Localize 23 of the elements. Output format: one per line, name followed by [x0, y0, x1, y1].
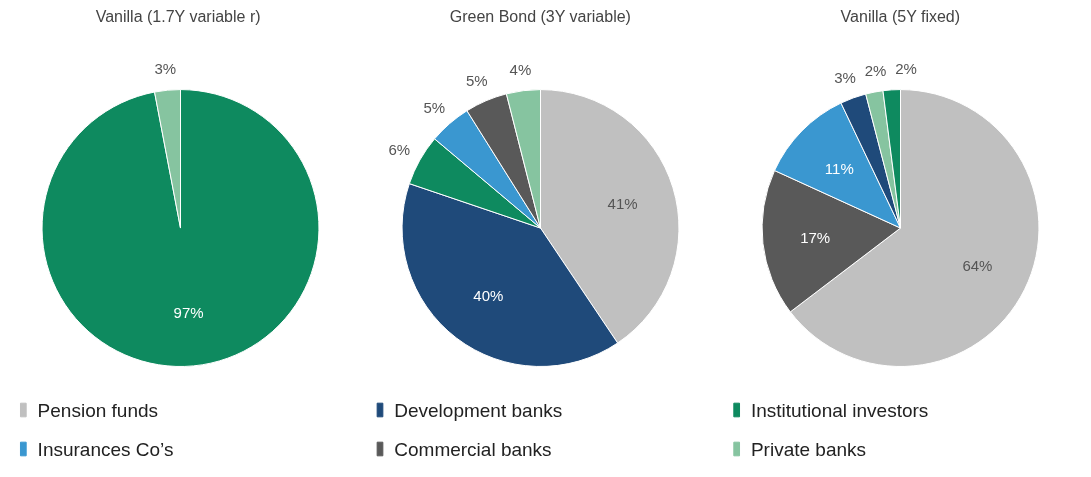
chart-title: Vanilla (5Y fixed): [840, 7, 961, 25]
data-label: 5%: [423, 98, 446, 116]
data-label: 3%: [834, 69, 856, 86]
data-label: 4%: [509, 60, 532, 78]
legend-label: Insurances Co’s: [37, 438, 174, 460]
data-label: 40%: [473, 286, 504, 304]
data-label: 41%: [607, 194, 638, 212]
chart-title: Vanilla (1.7Y variable r): [95, 7, 261, 25]
data-label: 3%: [154, 60, 177, 78]
legend-label: Private banks: [750, 438, 867, 460]
legend-label: Institutional investors: [750, 399, 929, 421]
legend-label: Development banks: [394, 399, 563, 421]
data-label: 64%: [962, 257, 993, 275]
legend-label: Pension funds: [37, 399, 159, 421]
data-label: 11%: [824, 159, 854, 177]
data-label: 5%: [465, 72, 488, 90]
data-label: 97%: [173, 304, 204, 322]
data-label: 2%: [895, 59, 917, 77]
data-label: 6%: [388, 140, 411, 158]
chart-title: Green Bond (3Y variable): [449, 7, 631, 25]
data-label: 17%: [800, 228, 831, 246]
legend-label: Commercial banks: [394, 438, 552, 460]
data-label: 2%: [864, 62, 887, 80]
